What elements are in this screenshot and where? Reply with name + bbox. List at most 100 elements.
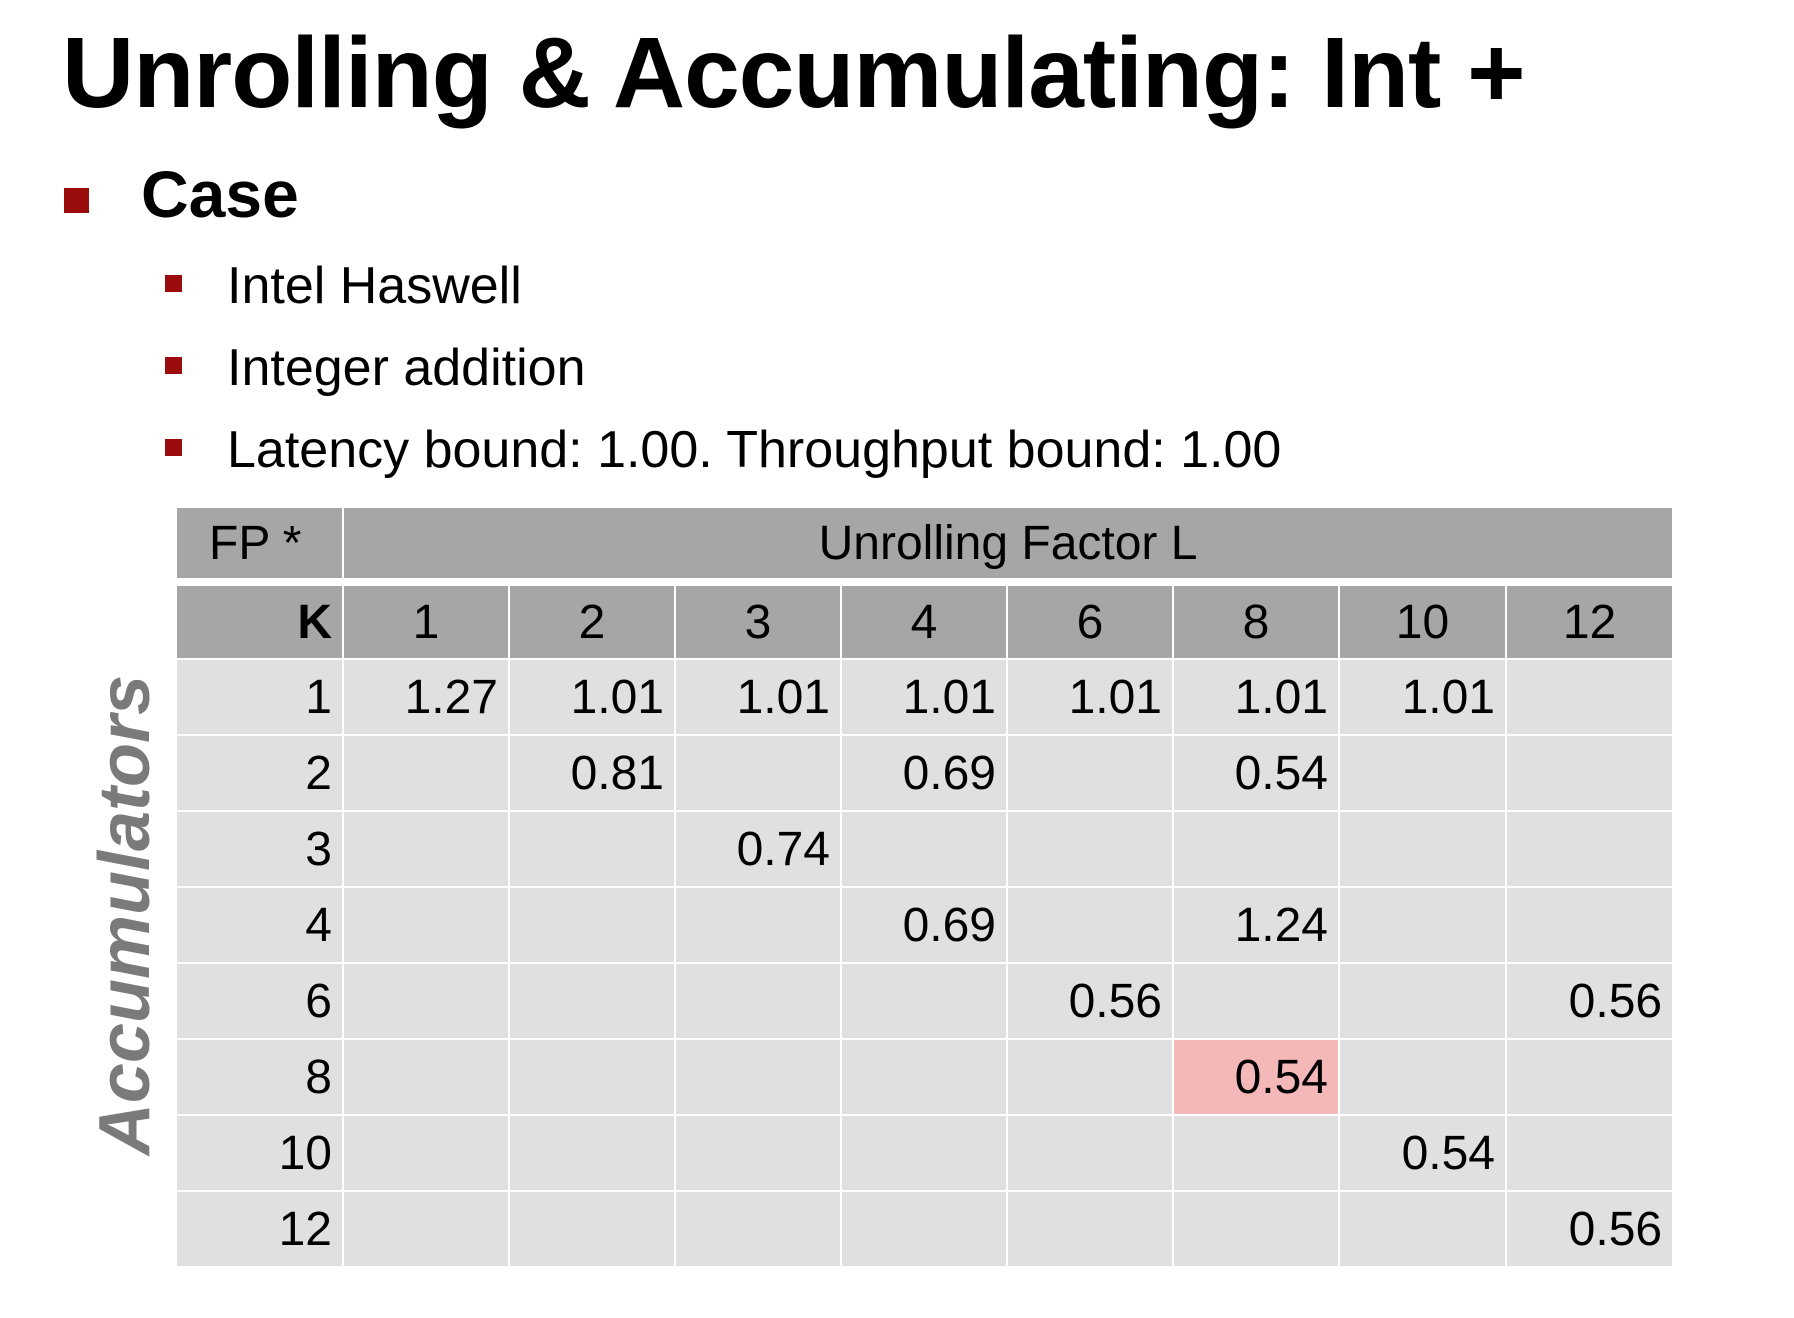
accumulators-axis-label: Accumulators [85, 674, 165, 1156]
table-cell: 0.56 [1504, 1190, 1675, 1268]
table-cell: 1.24 [1172, 886, 1340, 964]
table-cell [840, 1114, 1008, 1192]
table-cell [342, 962, 510, 1040]
table-cell [674, 962, 842, 1040]
table-cell [1006, 1038, 1174, 1116]
corner-header: FP * [175, 506, 344, 580]
table-cell: 1.01 [674, 658, 842, 736]
case-label: Case [141, 157, 299, 231]
table-cell [342, 1038, 510, 1116]
table-cell: 1.01 [840, 658, 1008, 736]
table-row: 4 0.69 1.24 [175, 886, 1675, 964]
table-cell: 1.01 [508, 658, 676, 736]
table-cell [674, 886, 842, 964]
column-header: 6 [1006, 584, 1174, 660]
table-cell [1338, 886, 1507, 964]
table-cell [1172, 1114, 1340, 1192]
row-header-k: 1 [175, 658, 344, 736]
table-cell [674, 1114, 842, 1192]
table-cell: 1.01 [1006, 658, 1174, 736]
table-cell [508, 1038, 676, 1116]
table-cell [1338, 962, 1507, 1040]
performance-table: FP * Unrolling Factor L K 1 2 3 4 6 8 10… [174, 506, 1675, 1268]
sub-bullet-text: Latency bound: 1.00. Throughput bound: 1… [227, 421, 1282, 479]
table-cell [508, 962, 676, 1040]
table-cell [1504, 886, 1675, 964]
table-cell [1504, 1038, 1675, 1116]
table-row: 8 0.54 [175, 1038, 1675, 1116]
table-cell [1006, 810, 1174, 888]
sub-bullet: Latency bound: 1.00. Throughput bound: 1… [165, 409, 1281, 491]
column-header: 4 [840, 584, 1008, 660]
table-cell [1172, 1190, 1340, 1268]
table-cell: 0.56 [1504, 962, 1675, 1040]
table-cell [1338, 810, 1507, 888]
table-cell [1504, 810, 1675, 888]
table-cell [840, 962, 1008, 1040]
table-cell [1504, 734, 1675, 812]
bullet-square-icon [165, 438, 182, 456]
table-cell: 1.27 [342, 658, 510, 736]
row-header-k: 8 [175, 1038, 344, 1116]
table-cell [674, 1038, 842, 1116]
table-cell [1338, 1190, 1507, 1268]
table-cell: 0.69 [840, 886, 1008, 964]
row-header-k: 4 [175, 886, 344, 964]
table-cell [1338, 734, 1507, 812]
table-cell: 1.01 [1172, 658, 1340, 736]
table-cell [1172, 962, 1340, 1040]
table-cell [1006, 886, 1174, 964]
table-cell [1006, 1114, 1174, 1192]
sub-bullet-text: Integer addition [227, 339, 586, 397]
table-cell [1504, 1114, 1675, 1192]
header-row-group: FP * Unrolling Factor L [175, 506, 1675, 580]
table-cell [674, 734, 842, 812]
case-sub-bullets: Intel Haswell Integer addition Latency b… [165, 245, 1281, 491]
table-cell: 1.01 [1338, 658, 1507, 736]
table-cell [1338, 1038, 1507, 1116]
column-header: 10 [1338, 584, 1507, 660]
header-row-columns: K 1 2 3 4 6 8 10 12 [175, 584, 1675, 660]
sub-bullet-text: Intel Haswell [227, 257, 522, 315]
table-cell [342, 734, 510, 812]
table-cell [1504, 658, 1675, 736]
column-header: 8 [1172, 584, 1340, 660]
table-row: 1 1.27 1.01 1.01 1.01 1.01 1.01 1.01 [175, 658, 1675, 736]
column-header: 2 [508, 584, 676, 660]
table-body: 1 1.27 1.01 1.01 1.01 1.01 1.01 1.01 2 0.81 0.69 0.… [175, 658, 1675, 1268]
row-header-k: 12 [175, 1190, 344, 1268]
unrolling-factor-header: Unrolling Factor L [341, 506, 1675, 580]
table-row: 3 0.74 [175, 810, 1675, 888]
row-header-k: 10 [175, 1114, 344, 1192]
table-row: 12 0.56 [175, 1190, 1675, 1268]
k-header: K [175, 584, 344, 660]
table-cell [1172, 810, 1340, 888]
table-cell [508, 886, 676, 964]
table-cell [840, 1038, 1008, 1116]
slide-title: Unrolling & Accumulating: Int + [62, 17, 1526, 129]
sub-bullet: Intel Haswell [165, 245, 1281, 327]
row-header-k: 6 [175, 962, 344, 1040]
row-header-k: 3 [175, 810, 344, 888]
sub-bullet: Integer addition [165, 327, 1281, 409]
table-row: 2 0.81 0.69 0.54 [175, 734, 1675, 812]
column-header: 3 [674, 584, 842, 660]
column-header: 1 [342, 584, 510, 660]
row-header-k: 2 [175, 734, 344, 812]
table-cell [1006, 1190, 1174, 1268]
table-cell: 0.54 [1338, 1114, 1507, 1192]
table-cell [1006, 734, 1174, 812]
table-cell: 0.81 [508, 734, 676, 812]
table-cell [840, 810, 1008, 888]
table-cell [840, 1190, 1008, 1268]
table-cell: 0.69 [840, 734, 1008, 812]
table-cell: 0.54 [1172, 734, 1340, 812]
column-header: 12 [1504, 584, 1675, 660]
bullet-square-icon [165, 274, 182, 292]
table-row: 6 0.56 0.56 [175, 962, 1675, 1040]
header-gap [174, 578, 1675, 586]
table-cell [342, 886, 510, 964]
bullet-case: Case [64, 157, 299, 231]
table-row: 10 0.54 [175, 1114, 1675, 1192]
table-cell [508, 810, 676, 888]
